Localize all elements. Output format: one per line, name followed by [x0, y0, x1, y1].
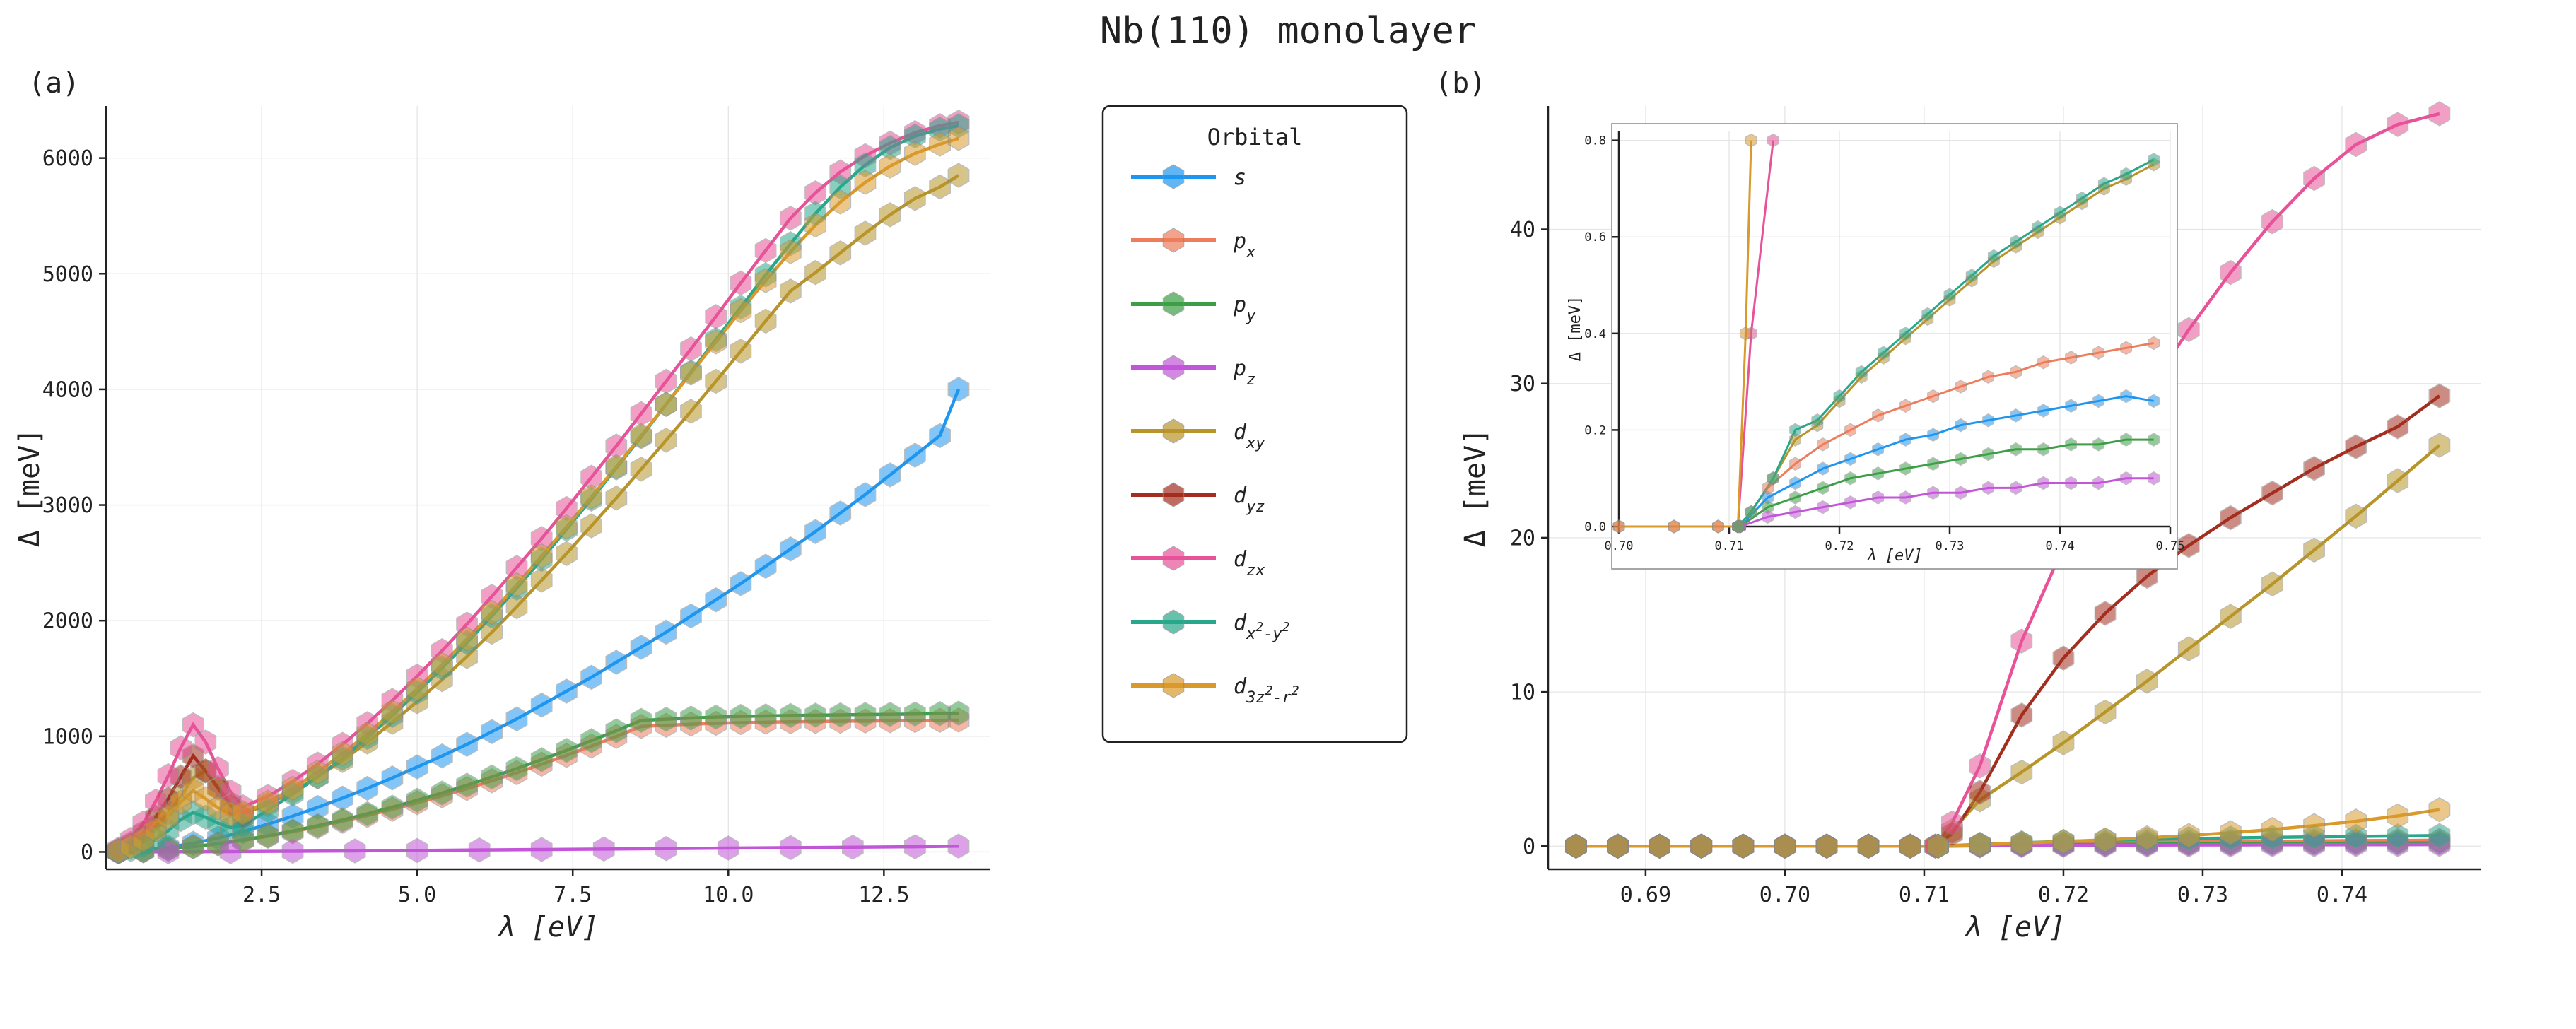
svg-text:Δ [meV]: Δ [meV] — [13, 428, 46, 548]
svg-text:20: 20 — [1510, 526, 1535, 551]
svg-text:2.5: 2.5 — [242, 883, 281, 907]
svg-text:0.72: 0.72 — [2038, 883, 2089, 907]
svg-text:λ [eV]: λ [eV] — [497, 911, 599, 943]
svg-text:12.5: 12.5 — [858, 883, 909, 907]
svg-text:5.0: 5.0 — [398, 883, 436, 907]
svg-text:0.70: 0.70 — [1605, 539, 1634, 553]
svg-text:7.5: 7.5 — [554, 883, 592, 907]
svg-text:4000: 4000 — [42, 377, 93, 402]
svg-text:10.0: 10.0 — [703, 883, 754, 907]
svg-text:0.71: 0.71 — [1899, 883, 1950, 907]
svg-text:0.8: 0.8 — [1584, 134, 1606, 148]
svg-text:0.4: 0.4 — [1584, 327, 1606, 341]
svg-text:0.72: 0.72 — [1825, 539, 1854, 553]
svg-text:0: 0 — [81, 840, 93, 865]
svg-text:0.74: 0.74 — [2046, 539, 2075, 553]
svg-text:40: 40 — [1510, 218, 1535, 242]
svg-text:Δ [meV]: Δ [meV] — [1567, 296, 1584, 362]
svg-text:0.73: 0.73 — [1936, 539, 1965, 553]
svg-text:0.0: 0.0 — [1584, 520, 1606, 534]
svg-text:0.69: 0.69 — [1620, 883, 1671, 907]
svg-text:10: 10 — [1510, 681, 1535, 705]
svg-text:λ [eV]: λ [eV] — [1964, 911, 2066, 943]
svg-text:0.2: 0.2 — [1584, 423, 1606, 437]
svg-text:5000: 5000 — [42, 262, 93, 287]
chart-canvas: 2.5 5.0 7.5 10.0 12.5 0 1000 2000 3000 4000 5000 60… — [0, 0, 2576, 1029]
svg-text:Orbital: Orbital — [1207, 124, 1303, 151]
svg-text:0.70: 0.70 — [1760, 883, 1810, 907]
svg-text:s: s — [1234, 165, 1246, 190]
svg-text:0.71: 0.71 — [1715, 539, 1744, 553]
svg-text:λ [eV]: λ [eV] — [1866, 547, 1922, 565]
svg-text:0.75: 0.75 — [2156, 539, 2185, 553]
svg-text:0.73: 0.73 — [2177, 883, 2228, 907]
svg-text:1000: 1000 — [42, 724, 93, 749]
svg-text:Δ [meV]: Δ [meV] — [1459, 428, 1492, 548]
svg-text:0.74: 0.74 — [2317, 883, 2367, 907]
svg-text:0: 0 — [1523, 835, 1535, 859]
svg-text:3000: 3000 — [42, 493, 93, 518]
svg-text:6000: 6000 — [42, 146, 93, 171]
svg-text:30: 30 — [1510, 372, 1535, 396]
svg-text:2000: 2000 — [42, 609, 93, 634]
svg-text:0.6: 0.6 — [1584, 230, 1606, 245]
